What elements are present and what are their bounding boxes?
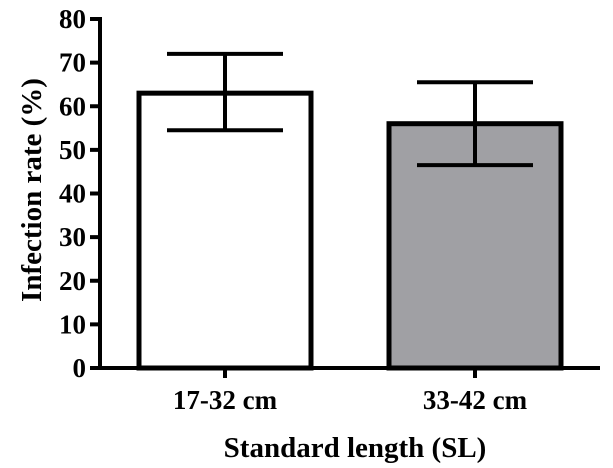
- y-tick-label: 20: [59, 266, 86, 296]
- y-tick-label: 40: [59, 179, 86, 209]
- x-axis-title: Standard length (SL): [224, 432, 487, 464]
- y-tick-label: 10: [59, 309, 86, 339]
- x-tick-label: 17-32 cm: [173, 385, 278, 415]
- y-tick-label: 50: [59, 135, 86, 165]
- y-tick-label: 60: [59, 91, 86, 121]
- y-tick-label: 30: [59, 222, 86, 252]
- bar: [136, 90, 314, 371]
- x-tick-label: 33-42 cm: [423, 385, 528, 415]
- y-tick-label: 0: [73, 353, 87, 383]
- bars: [136, 51, 564, 371]
- y-axis: 0 10 20 30 40 50 60 70 80: [59, 4, 102, 383]
- x-axis: 17-32 cm 33-42 cm: [98, 366, 600, 415]
- y-tick-label: 80: [59, 4, 86, 34]
- y-axis-title: Infection rate (%): [16, 78, 48, 302]
- y-tick-label: 70: [59, 48, 86, 78]
